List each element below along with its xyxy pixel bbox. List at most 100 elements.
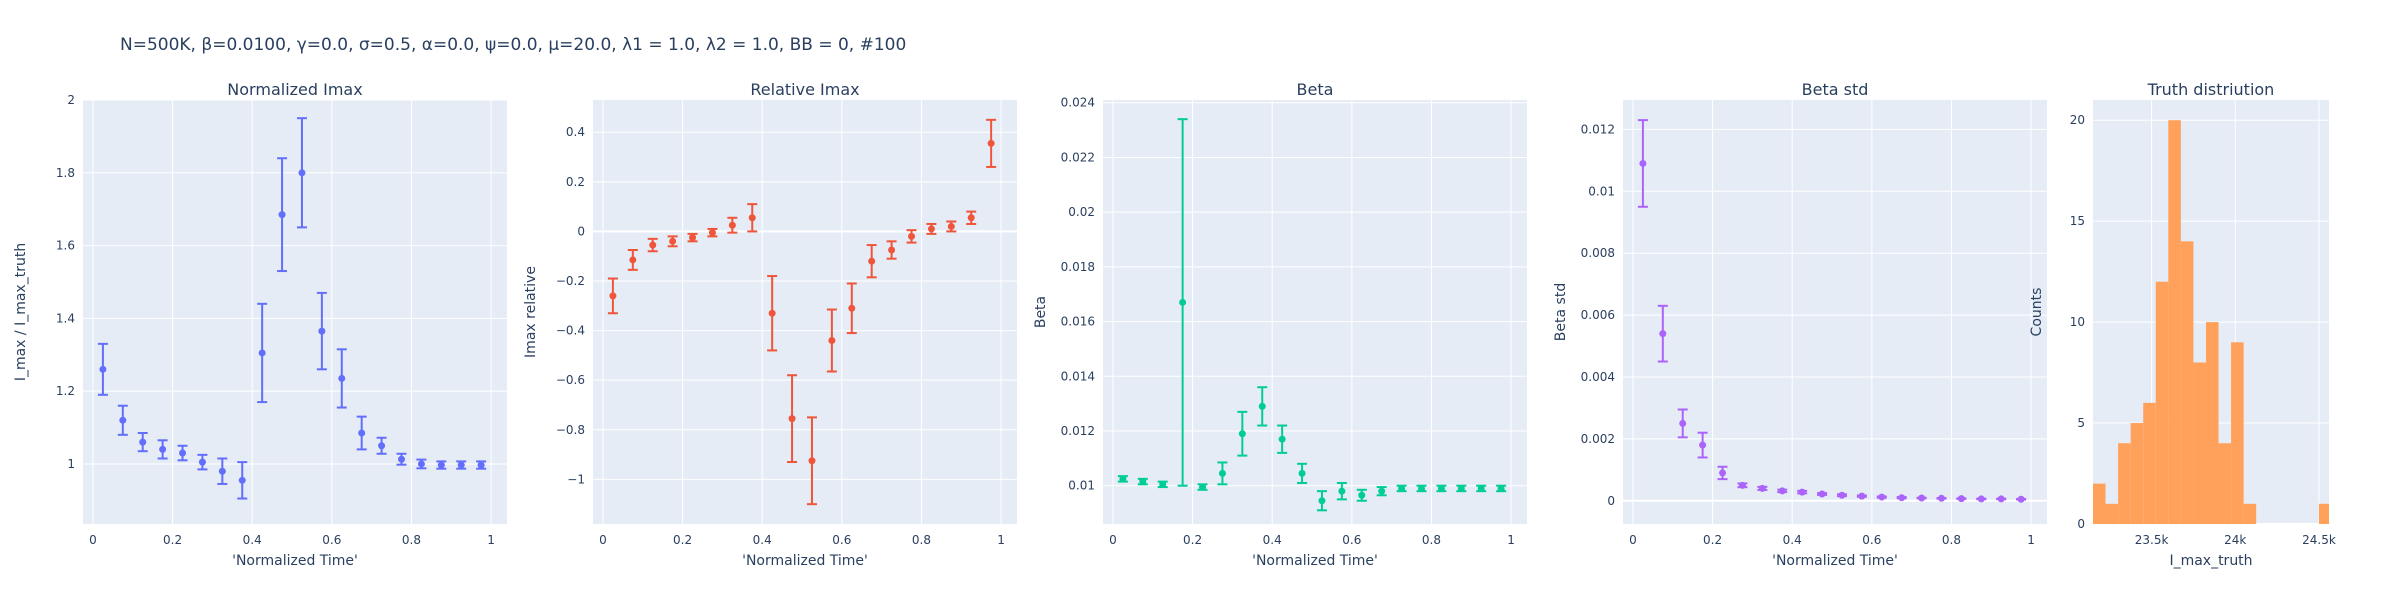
x-tick-label: 0.8 xyxy=(1422,533,1441,547)
data-point xyxy=(338,374,346,382)
y-axis-label: Counts xyxy=(2029,288,2045,337)
data-point xyxy=(1338,487,1346,495)
x-tick-label: 0.8 xyxy=(402,533,421,547)
x-tick-label: 0 xyxy=(1629,533,1637,547)
data-point xyxy=(1719,469,1727,477)
data-point xyxy=(1199,483,1207,491)
data-point xyxy=(1997,495,2005,503)
data-point xyxy=(728,221,736,229)
data-point xyxy=(218,467,226,475)
plot-background xyxy=(593,100,1017,524)
data-point xyxy=(1758,484,1766,492)
data-point xyxy=(417,460,425,468)
data-point xyxy=(768,309,776,317)
data-point xyxy=(457,461,465,469)
x-tick-label: 0.4 xyxy=(1263,533,1282,547)
y-tick-label: 0.4 xyxy=(566,125,585,139)
plot-background xyxy=(1103,100,1527,524)
subplot-title: Relative Imax xyxy=(750,80,859,99)
x-tick-label: 24.5k xyxy=(2302,533,2336,547)
plot-background xyxy=(83,100,507,524)
data-point xyxy=(378,442,386,450)
data-point xyxy=(1159,480,1167,488)
y-tick-label: 1 xyxy=(67,457,75,471)
data-point xyxy=(1878,493,1886,501)
data-point xyxy=(1639,159,1647,167)
data-point xyxy=(477,461,485,469)
data-point xyxy=(1278,435,1286,443)
data-point xyxy=(708,229,716,237)
y-tick-label: 0.002 xyxy=(1581,432,1615,446)
data-point xyxy=(1679,419,1687,427)
x-tick-label: 0.2 xyxy=(1183,533,1202,547)
histogram-bar xyxy=(2180,241,2194,524)
data-point xyxy=(1798,488,1806,496)
x-tick-label: 0.4 xyxy=(243,533,262,547)
data-point xyxy=(947,222,955,230)
y-tick-label: 0.2 xyxy=(566,175,585,189)
x-tick-label: 0 xyxy=(599,533,607,547)
x-axis-label: 'Normalized Time' xyxy=(742,553,868,569)
y-tick-label: 1.8 xyxy=(56,166,75,180)
data-point xyxy=(437,461,445,469)
x-tick-label: 23.5k xyxy=(2135,533,2169,547)
figure-title: N=500K, β=0.0100, γ=0.0, σ=0.5, α=0.0, ψ… xyxy=(120,35,906,55)
data-point xyxy=(1818,490,1826,498)
data-point xyxy=(808,457,816,465)
data-point xyxy=(1738,481,1746,489)
y-tick-label: 1.2 xyxy=(56,384,75,398)
subplot-4: 23.5k 24k 24.5k 0 5 10 15 20 Truth distriution I_… xyxy=(2029,80,2336,569)
y-tick-label: 1.4 xyxy=(56,311,75,325)
x-tick-label: 1 xyxy=(1507,533,1515,547)
histogram-bar xyxy=(2205,322,2219,524)
data-point xyxy=(179,449,187,457)
data-point xyxy=(788,415,796,423)
data-point xyxy=(198,458,206,466)
marks xyxy=(1117,118,1507,512)
y-tick-label: 10 xyxy=(2070,315,2085,329)
y-tick-label: 0.012 xyxy=(1061,424,1095,438)
x-tick-label: 0.6 xyxy=(1862,533,1881,547)
subplot-0: 0 0.2 0.4 0.6 0.8 1 1 1.2 1.4 1.6 1.8 2 Normalized I… xyxy=(13,80,507,569)
data-point xyxy=(967,214,975,222)
data-point xyxy=(1238,430,1246,438)
y-tick-label: 0.01 xyxy=(1068,479,1095,493)
data-point xyxy=(1898,494,1906,502)
x-tick-label: 0 xyxy=(1109,533,1117,547)
x-axis-label: 'Normalized Time' xyxy=(1252,553,1378,569)
x-tick-label: 0.2 xyxy=(673,533,692,547)
data-point xyxy=(119,416,127,424)
histogram-bar xyxy=(2143,402,2156,524)
data-point xyxy=(1398,484,1406,492)
data-point xyxy=(987,139,995,147)
x-tick-label: 0.4 xyxy=(753,533,772,547)
data-point xyxy=(1457,484,1465,492)
data-point xyxy=(609,292,617,300)
histogram-bar xyxy=(2231,342,2244,524)
x-tick-label: 0 xyxy=(89,533,97,547)
x-axis-label: I_max_truth xyxy=(2169,553,2252,569)
data-point xyxy=(278,211,286,219)
data-point xyxy=(689,234,697,242)
data-point xyxy=(649,241,657,249)
y-tick-label: 5 xyxy=(2077,416,2085,430)
subplot-title: Beta xyxy=(1297,80,1334,99)
y-tick-label: −0.4 xyxy=(556,324,585,338)
subplot-2: 0 0.2 0.4 0.6 0.8 1 0.01 0.012 0.014 0.016 0.018 0.… xyxy=(1033,80,1527,569)
y-tick-label: 15 xyxy=(2070,214,2085,228)
x-tick-label: 0.2 xyxy=(1703,533,1722,547)
x-tick-label: 0.8 xyxy=(912,533,931,547)
histogram-bar xyxy=(2130,423,2144,524)
data-point xyxy=(1437,484,1445,492)
plot-background xyxy=(1623,100,2047,524)
x-tick-label: 24k xyxy=(2224,533,2246,547)
y-tick-label: 0.016 xyxy=(1061,315,1095,329)
data-point xyxy=(1659,330,1667,338)
data-point xyxy=(888,246,896,254)
y-tick-label: 0.024 xyxy=(1061,96,1095,110)
y-tick-label: 0.018 xyxy=(1061,260,1095,274)
y-axis-label: Beta xyxy=(1033,296,1049,328)
data-point xyxy=(629,256,637,264)
x-axis-label: 'Normalized Time' xyxy=(1772,553,1898,569)
